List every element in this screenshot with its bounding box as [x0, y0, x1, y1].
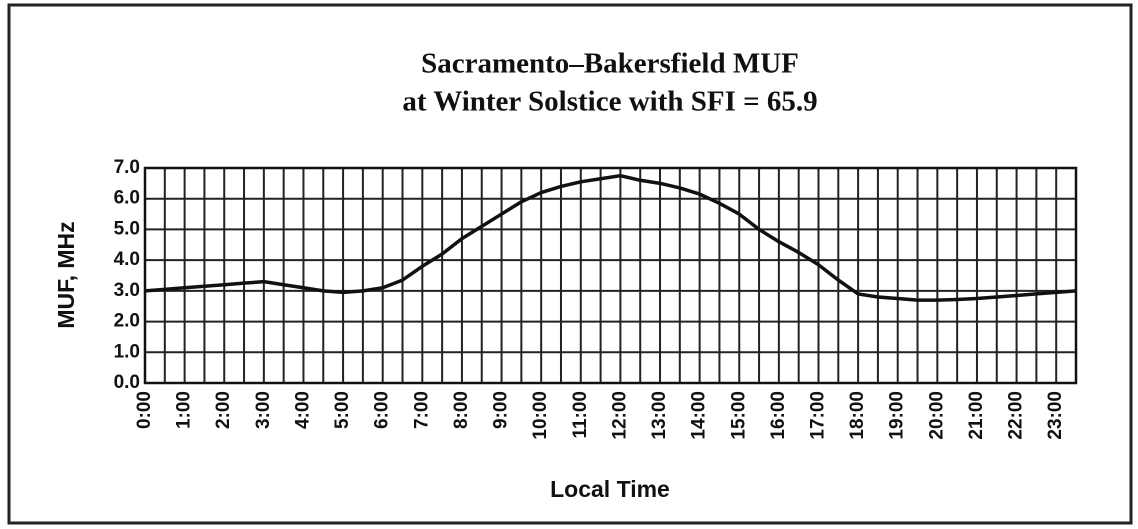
plot-border [143, 166, 1078, 385]
x-tick-label: 20:00 [926, 391, 947, 440]
x-tick-label: 6:00 [372, 391, 393, 429]
y-tick-label: 1.0 [114, 341, 140, 362]
x-tick-label: 21:00 [966, 391, 987, 440]
x-tick-label: 19:00 [887, 391, 908, 440]
x-tick-label: 10:00 [530, 391, 551, 440]
x-tick-label: 23:00 [1045, 391, 1066, 440]
x-tick-label: 18:00 [847, 391, 868, 440]
y-tick-label: 3.0 [114, 280, 140, 301]
x-tick-label: 1:00 [174, 391, 195, 429]
y-tick-label: 0.0 [114, 372, 140, 393]
x-tick-label: 7:00 [411, 391, 432, 429]
x-axis-label: Local Time [550, 476, 670, 502]
x-tick-label: 0:00 [134, 391, 155, 429]
x-tick-label: 8:00 [451, 391, 472, 429]
x-tick-label: 15:00 [728, 391, 749, 440]
x-tick-label: 5:00 [332, 391, 353, 429]
x-tick-label: 12:00 [609, 391, 630, 440]
x-tick-label: 4:00 [292, 391, 313, 429]
chart-title: Sacramento–Bakersfield MUF [421, 48, 799, 80]
x-tick-label: 2:00 [213, 391, 234, 429]
y-tick-label: 6.0 [114, 188, 140, 209]
line-series [144, 173, 1077, 302]
y-tick-label: 4.0 [114, 249, 140, 270]
y-tick-label: 7.0 [114, 157, 140, 178]
y-axis-label: MUF, MHz [53, 221, 79, 328]
x-tick-label: 13:00 [649, 391, 670, 440]
x-tick-label: 17:00 [808, 391, 829, 440]
x-tick-label: 9:00 [491, 391, 512, 429]
x-tick-label: 11:00 [570, 391, 591, 439]
y-tick-label: 5.0 [114, 218, 140, 239]
y-tick-label: 2.0 [114, 311, 140, 332]
x-tick-label: 3:00 [253, 391, 274, 429]
x-tick-label: 16:00 [768, 391, 789, 440]
x-tick-label: 14:00 [689, 391, 710, 440]
x-tick-label: 22:00 [1006, 391, 1027, 440]
frame [7, 3, 1133, 525]
chart-subtitle: at Winter Solstice with SFI = 65.9 [402, 86, 817, 118]
